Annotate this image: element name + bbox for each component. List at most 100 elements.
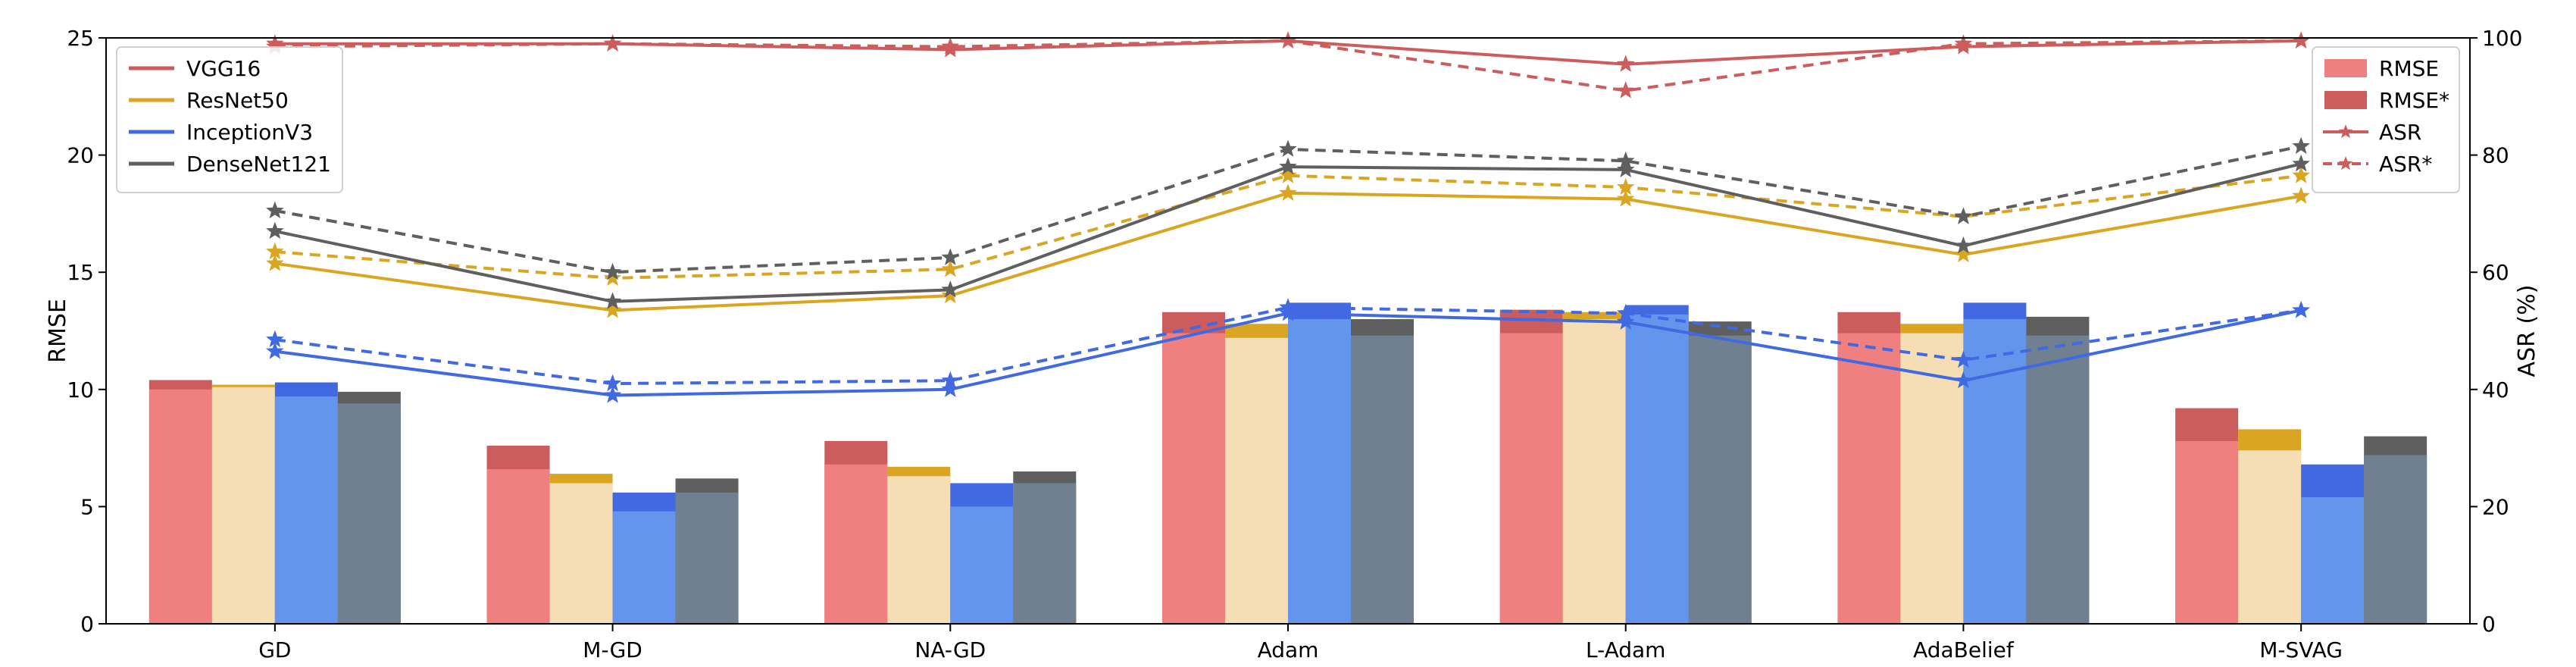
bar-rmse-inceptionv3-m-gd xyxy=(612,511,676,624)
marker-asr-star-densenet121-m-gd xyxy=(603,262,622,280)
marker-asr-densenet121-adabelief xyxy=(1954,236,1973,254)
marker-asr-star-vgg16-m-gd xyxy=(603,34,622,52)
marker-asr-star-vgg16-l-adam xyxy=(1616,81,1635,99)
marker-asr-resnet50-m-svag xyxy=(2292,186,2310,204)
marker-asr-densenet121-adam xyxy=(1279,157,1297,175)
marker-asr-star-vgg16-adabelief xyxy=(1954,34,1973,52)
bar-rmse-resnet50-gd xyxy=(211,387,275,624)
marker-asr-star-inceptionv3-na-gd xyxy=(941,371,960,389)
bar-rmse-vgg16-l-adam xyxy=(1499,333,1563,624)
bar-rmse-densenet121-na-gd xyxy=(1013,483,1077,624)
marker-asr-vgg16-l-adam xyxy=(1616,55,1635,72)
bar-rmse-inceptionv3-m-svag xyxy=(2301,497,2365,624)
marker-asr-star-resnet50-gd xyxy=(266,242,284,260)
bar-rmse-inceptionv3-na-gd xyxy=(950,506,1014,624)
y-left-tick-label: 20 xyxy=(67,143,94,168)
legend-metrics-label: RMSE* xyxy=(2379,88,2449,113)
bars xyxy=(148,302,2428,624)
bar-rmse-resnet50-adabelief xyxy=(1900,333,1964,624)
marker-asr-star-vgg16-m-svag xyxy=(2292,31,2310,49)
legend-metrics-swatch xyxy=(2324,91,2367,109)
y-left-tick-label: 5 xyxy=(80,494,94,519)
bar-rmse-resnet50-m-svag xyxy=(2238,450,2302,624)
bar-rmse-resnet50-na-gd xyxy=(887,476,951,624)
x-tick-label: AdaBelief xyxy=(1913,637,2015,662)
marker-asr-densenet121-m-gd xyxy=(603,292,622,309)
legend-metrics-marker xyxy=(2338,124,2353,139)
marker-asr-star-densenet121-adabelief xyxy=(1954,207,1973,224)
marker-asr-inceptionv3-m-gd xyxy=(603,386,622,403)
marker-asr-resnet50-na-gd xyxy=(941,286,960,304)
bar-rmse-densenet121-adam xyxy=(1351,335,1414,624)
legend-metrics-label: ASR xyxy=(2379,120,2421,145)
marker-asr-inceptionv3-adabelief xyxy=(1954,371,1973,389)
marker-asr-star-inceptionv3-m-gd xyxy=(603,374,622,392)
bar-rmse-densenet121-m-gd xyxy=(675,492,739,624)
y-axis-right: 0 20 40 60 80 100 ASR (%) xyxy=(2470,26,2540,637)
marker-asr-star-inceptionv3-l-adam xyxy=(1616,303,1635,321)
marker-asr-star-densenet121-l-adam xyxy=(1616,151,1635,169)
x-tick-label: NA-GD xyxy=(914,637,986,662)
marker-asr-star-vgg16-na-gd xyxy=(941,37,960,55)
bar-rmse-densenet121-m-svag xyxy=(2364,455,2428,624)
bar-rmse-inceptionv3-gd xyxy=(274,396,338,624)
bar-rmse-resnet50-adam xyxy=(1225,337,1288,624)
marker-asr-resnet50-gd xyxy=(266,254,284,271)
marker-asr-resnet50-m-gd xyxy=(603,301,622,318)
bar-rmse-densenet121-l-adam xyxy=(1688,335,1752,624)
y-left-tick-label: 25 xyxy=(67,26,94,51)
marker-asr-star-resnet50-adam xyxy=(1279,166,1297,183)
legend-metrics-label: ASR* xyxy=(2379,152,2432,177)
x-tick-label: Adam xyxy=(1258,637,1319,662)
x-tick-label: M-GD xyxy=(583,637,642,662)
marker-asr-star-resnet50-m-gd xyxy=(603,268,622,286)
marker-asr-star-resnet50-m-svag xyxy=(2292,166,2310,183)
x-tick-label: GD xyxy=(258,637,291,662)
y-right-tick-label: 80 xyxy=(2482,143,2509,168)
bar-rmse-vgg16-na-gd xyxy=(824,464,888,624)
marker-asr-star-densenet121-na-gd xyxy=(941,248,960,265)
marker-asr-star-resnet50-l-adam xyxy=(1616,177,1635,196)
legend-models: VGG16 ResNet50 InceptionV3 DenseNet121 xyxy=(116,46,343,193)
y-right-axis-label: ASR (%) xyxy=(2514,285,2540,377)
marker-asr-star-inceptionv3-adam xyxy=(1279,298,1297,315)
y-right-tick-label: 100 xyxy=(2482,26,2522,51)
x-tick-label: M-SVAG xyxy=(2259,637,2343,662)
bar-rmse-densenet121-gd xyxy=(337,403,401,624)
bar-rmse-inceptionv3-l-adam xyxy=(1625,314,1689,624)
marker-asr-star-densenet121-gd xyxy=(266,201,284,219)
y-right-tick-label: 60 xyxy=(2482,260,2509,285)
bar-rmse-vgg16-adabelief xyxy=(1837,333,1901,624)
legend-metrics-swatch xyxy=(2324,59,2367,77)
marker-asr-resnet50-adam xyxy=(1279,183,1297,201)
marker-asr-star-vgg16-adam xyxy=(1279,31,1297,49)
legend-metrics-marker xyxy=(2338,156,2353,171)
marker-asr-star-resnet50-na-gd xyxy=(941,259,960,277)
marker-asr-inceptionv3-l-adam xyxy=(1616,312,1635,330)
marker-asr-resnet50-l-adam xyxy=(1616,189,1635,207)
y-axis-left: 0 5 10 15 20 25 RMSE xyxy=(45,26,106,637)
bar-rmse-resnet50-l-adam xyxy=(1562,319,1626,624)
marker-asr-star-densenet121-adam xyxy=(1279,139,1297,157)
bar-rmse-densenet121-adabelief xyxy=(2026,335,2090,624)
y-left-tick-label: 0 xyxy=(80,612,94,637)
legend-metrics-box xyxy=(2312,46,2460,193)
legend-models-label: DenseNet121 xyxy=(186,152,331,177)
bar-rmse-vgg16-m-gd xyxy=(486,468,550,624)
y-right-tick-label: 20 xyxy=(2482,494,2509,519)
bar-rmse-vgg16-gd xyxy=(148,389,212,624)
legend-models-label: InceptionV3 xyxy=(186,120,313,145)
bar-rmse-vgg16-m-svag xyxy=(2175,440,2239,624)
legend-models-box xyxy=(116,46,343,193)
marker-asr-star-inceptionv3-gd xyxy=(266,330,284,348)
y-left-tick-label: 10 xyxy=(67,377,94,402)
marker-asr-densenet121-l-adam xyxy=(1616,160,1635,177)
marker-asr-inceptionv3-adam xyxy=(1279,303,1297,321)
legend-metrics-label: RMSE xyxy=(2379,56,2439,81)
marker-asr-inceptionv3-gd xyxy=(266,342,284,359)
legend-models-label: VGG16 xyxy=(186,56,261,81)
bar-rmse-inceptionv3-adam xyxy=(1288,319,1351,624)
marker-asr-star-inceptionv3-adabelief xyxy=(1954,350,1973,368)
marker-asr-densenet121-gd xyxy=(266,221,284,240)
